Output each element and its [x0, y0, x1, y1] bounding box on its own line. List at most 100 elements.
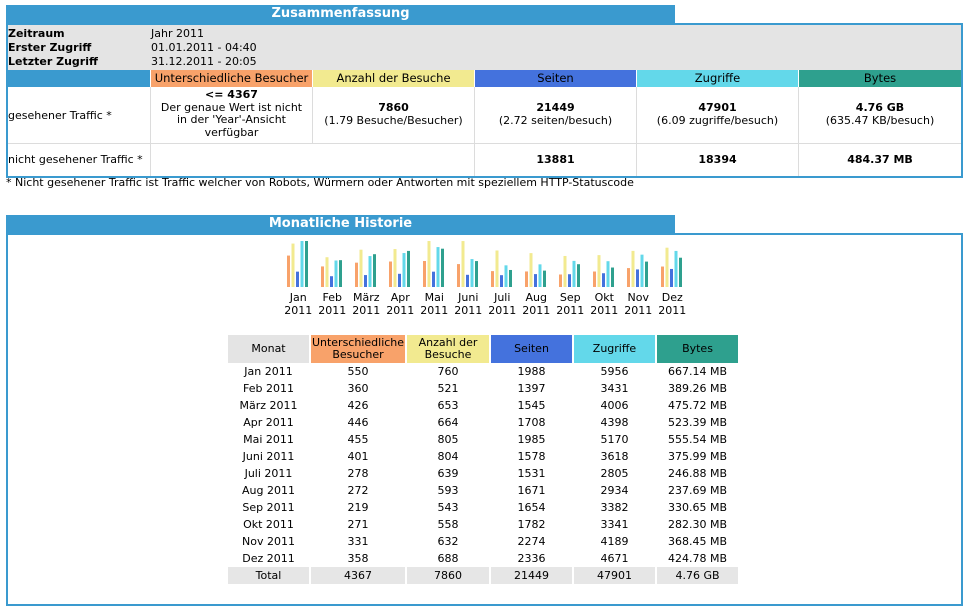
month-cell: Jan 2011	[244, 365, 293, 378]
pages-cell: 1988	[517, 365, 546, 378]
table-row: März 2011 426 653 1545 4006 475.72 MB	[228, 397, 738, 414]
bytes-cell: 424.78 MB	[667, 552, 728, 565]
bytes-cell: 555.54 MB	[667, 433, 728, 446]
chart-bar-hits	[470, 259, 474, 287]
visits-cell: 760	[437, 365, 459, 378]
viewed-visits-value: 7860	[378, 101, 409, 114]
chart-bar-visitors	[627, 268, 630, 287]
month-cell: Okt 2011	[243, 518, 294, 531]
month-cell: Sep 2011	[242, 501, 295, 514]
divider	[798, 87, 799, 176]
first-access-label: Erster Zugriff	[8, 41, 92, 54]
bytes-cell: 282.30 MB	[667, 518, 728, 531]
chart-bar-visits	[495, 250, 499, 287]
col-header-visitors: Unterschiedliche Besucher	[311, 335, 405, 363]
chart-bar-hits	[538, 264, 542, 287]
bytes-cell: 237.69 MB	[667, 484, 728, 497]
month-cell: Juni 2011	[242, 450, 295, 463]
chart-bar-bytes	[441, 248, 444, 287]
chart-bar-visits	[359, 249, 363, 287]
visitors-cell: 455	[347, 433, 369, 446]
table-row: Juli 2011 278 639 1531 2805 246.88 MB	[228, 465, 738, 482]
bytes-cell: 375.99 MB	[667, 450, 728, 463]
chart-bar-pages	[330, 276, 333, 287]
visitors-cell: 446	[347, 416, 369, 429]
month-cell: März 2011	[239, 399, 298, 412]
bytes-cell: 246.88 MB	[667, 467, 728, 480]
chart-bar-hits	[402, 253, 406, 287]
bytes-cell: 368.45 MB	[667, 535, 728, 548]
visitors-cell: 331	[347, 535, 369, 548]
chart-bar-pages	[670, 268, 673, 287]
visitors-cell: 550	[347, 365, 369, 378]
chart-bar-visits	[427, 241, 431, 287]
visits-cell: 804	[437, 450, 459, 463]
chart-bar-hits	[606, 261, 610, 287]
bytes-cell: 475.72 MB	[667, 399, 728, 412]
chart-bar-bytes	[577, 264, 580, 287]
chart-bar-pages	[296, 271, 299, 287]
chart-year-label: 2011	[624, 304, 652, 317]
chart-bar-visitors	[423, 261, 426, 287]
chart-month-label: März	[353, 291, 380, 304]
not-viewed-bytes-value: 484.37 MB	[847, 153, 913, 166]
hits-cell: 5170	[600, 433, 629, 446]
chart-bar-visits	[597, 255, 601, 287]
summary-header-bytes: Bytes	[799, 70, 961, 87]
hits-cell: 4398	[600, 416, 629, 429]
bytes-cell: 389.26 MB	[667, 382, 728, 395]
viewed-pages-value: 21449	[536, 101, 575, 114]
table-row: Feb 2011 360 521 1397 3431 389.26 MB	[228, 380, 738, 397]
chart-bar-pages	[602, 273, 605, 287]
chart-month-label: Sep	[560, 291, 581, 304]
monthly-history-table: Monat Unterschiedliche Besucher Anzahl d…	[226, 335, 740, 584]
chart-bar-bytes	[611, 267, 614, 287]
chart-year-label: 2011	[522, 304, 550, 317]
chart-bar-hits	[436, 247, 440, 287]
chart-bar-pages	[466, 274, 469, 287]
chart-year-label: 2011	[556, 304, 584, 317]
chart-bar-visitors	[457, 264, 460, 287]
total-visits: 7860	[407, 567, 489, 584]
not-viewed-hits-value: 18394	[698, 153, 737, 166]
hits-cell: 4006	[600, 399, 629, 412]
chart-bar-visitors	[321, 266, 324, 287]
hits-cell: 3618	[600, 450, 629, 463]
bytes-cell: 330.65 MB	[667, 501, 728, 514]
chart-year-label: 2011	[352, 304, 380, 317]
divider	[150, 87, 151, 176]
table-row: Dez 2011 358 688 2336 4671 424.78 MB	[228, 550, 738, 567]
hits-cell: 4671	[600, 552, 629, 565]
chart-bar-visits	[529, 253, 533, 287]
visits-cell: 639	[437, 467, 459, 480]
chart-year-label: 2011	[658, 304, 686, 317]
pages-cell: 1671	[517, 484, 546, 497]
chart-month-label: Dez	[662, 291, 683, 304]
chart-year-label: 2011	[488, 304, 516, 317]
table-row: Apr 2011 446 664 1708 4398 523.39 MB	[228, 414, 738, 431]
summary-title: Zusammenfassung	[6, 5, 675, 23]
visitors-cell: 358	[347, 552, 369, 565]
pages-cell: 1782	[517, 518, 546, 531]
chart-year-label: 2011	[386, 304, 414, 317]
visitors-cell: 219	[347, 501, 369, 514]
visits-cell: 521	[437, 382, 459, 395]
chart-bar-visitors	[661, 266, 664, 287]
chart-month-label: Mai	[425, 291, 444, 304]
summary-header-blank	[8, 70, 150, 87]
history-panel: Jan 2011 Feb 2011 März 2011 Apr 2011 Mai 2011 Juni…	[6, 233, 963, 606]
visitors-cell: 278	[347, 467, 369, 480]
pages-cell: 1654	[517, 501, 546, 514]
col-header-bytes: Bytes	[657, 335, 738, 363]
viewed-bytes-value: 4.76 GB	[855, 101, 905, 114]
chart-bar-bytes	[475, 261, 478, 287]
visitors-cell: 426	[347, 399, 369, 412]
visits-cell: 805	[437, 433, 459, 446]
chart-bar-visits	[563, 255, 567, 287]
chart-month-label: Apr	[391, 291, 411, 304]
chart-bar-pages	[364, 275, 367, 287]
chart-year-label: 2011	[318, 304, 346, 317]
viewed-bytes-ratio: (635.47 KB/besuch)	[825, 114, 935, 127]
chart-month-label: Juni	[457, 291, 478, 304]
summary-header-visits: Anzahl der Besuche	[313, 70, 474, 87]
